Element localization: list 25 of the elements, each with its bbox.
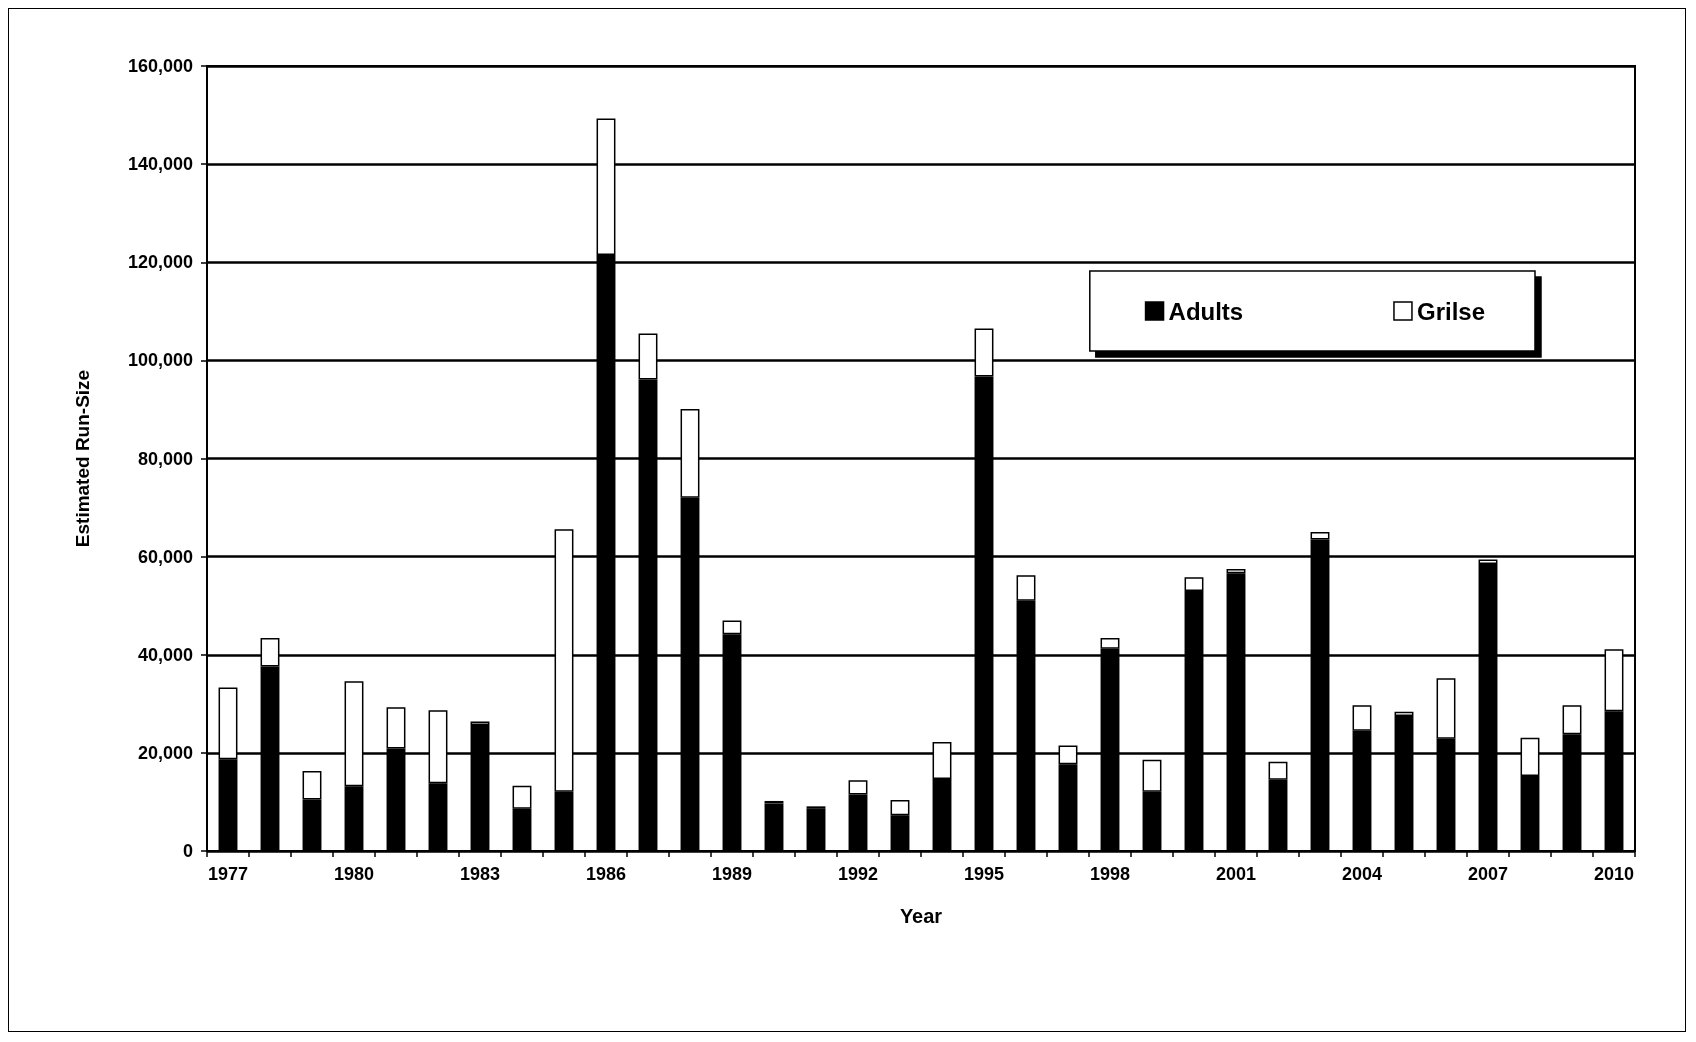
y-tick-label: 140,000 — [127, 154, 193, 175]
x-tick-label: 1983 — [459, 864, 501, 884]
x-tick-label: 1986 — [585, 864, 627, 884]
y-tick-label: 120,000 — [127, 252, 193, 273]
y-tick-label: 80,000 — [137, 448, 193, 469]
y-tick-label: 0 — [182, 841, 193, 861]
y-tick-label: 20,000 — [137, 742, 193, 763]
y-tick-label: 40,000 — [137, 644, 193, 665]
x-tick-label: 1998 — [1089, 864, 1131, 884]
y-axis-title: Estimated Run-Size — [72, 369, 93, 548]
x-axis-title: Year — [899, 905, 943, 927]
y-tick-label: 100,000 — [127, 350, 193, 371]
legend-label: Grilse — [1416, 297, 1486, 325]
y-tick-label: 60,000 — [137, 546, 193, 567]
x-tick-label: 2010 — [1593, 864, 1635, 884]
x-tick-label: 1989 — [711, 864, 753, 884]
x-tick-label: 1995 — [963, 864, 1005, 884]
x-tick-label: 2007 — [1467, 864, 1509, 884]
x-tick-label: 2004 — [1341, 864, 1383, 884]
x-tick-label: 1980 — [333, 864, 375, 884]
x-tick-label: 1977 — [207, 864, 249, 884]
legend-label: Adults — [1168, 297, 1244, 325]
x-tick-label: 1992 — [837, 864, 879, 884]
x-tick-label: 2001 — [1215, 864, 1257, 884]
y-tick-label: 160,000 — [127, 56, 193, 76]
